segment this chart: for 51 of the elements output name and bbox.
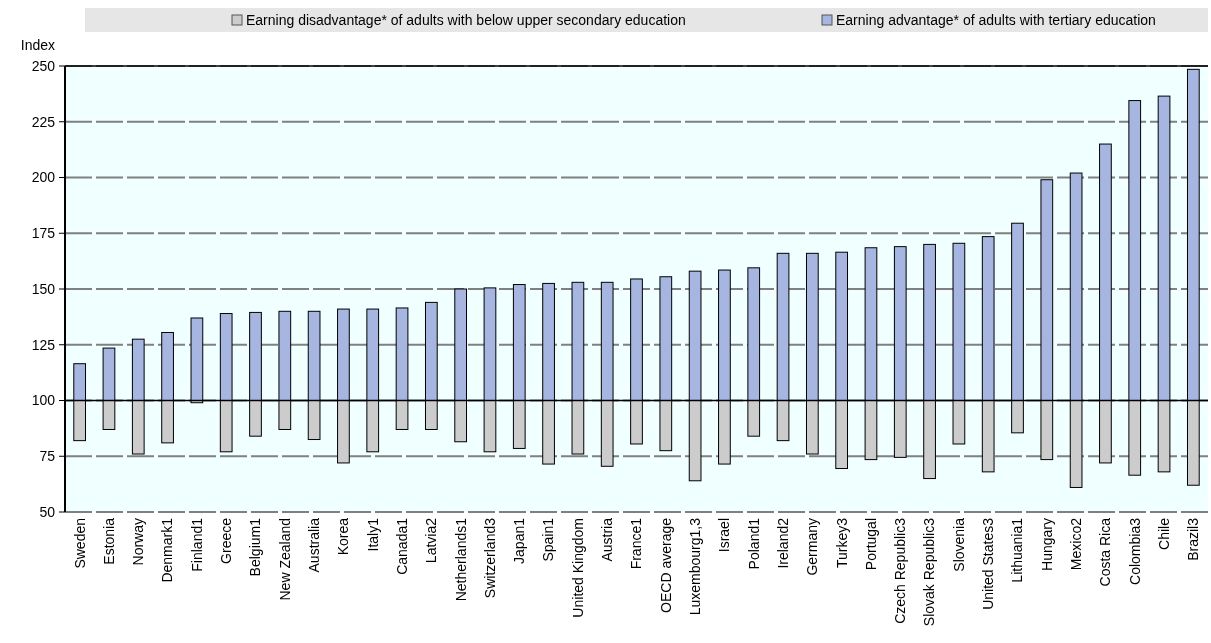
x-tick-label: Canada1 xyxy=(393,517,410,575)
x-tick-label: Turkey3 xyxy=(833,517,850,569)
y-tick-label: 50 xyxy=(39,503,56,520)
y-axis-title: Index xyxy=(20,37,55,53)
x-tick-label: Netherlands1 xyxy=(452,517,469,602)
x-tick-label: Lithuania1 xyxy=(1009,517,1026,583)
y-tick-label: 200 xyxy=(31,169,56,186)
x-tick-label: United States3 xyxy=(980,517,997,610)
x-tick-label: Estonia xyxy=(100,517,117,565)
x-tick-label: Latvia2 xyxy=(423,517,440,564)
x-tick-label: New Zealand xyxy=(276,518,293,601)
x-tick-label: Colombia3 xyxy=(1126,517,1143,585)
x-tick-label: Finland1 xyxy=(188,517,205,572)
x-tick-label: Ireland2 xyxy=(774,517,791,569)
x-tick-label: OECD average xyxy=(657,517,674,613)
x-tick-label: Hungary xyxy=(1038,518,1055,571)
x-tick-label: Australia xyxy=(306,517,323,573)
x-tick-label: Luxembourg1,3 xyxy=(687,517,704,616)
x-tick-label: Japan1 xyxy=(511,517,528,564)
x-tick-label: Mexico2 xyxy=(1068,517,1085,571)
x-tick-label: Costa Rica xyxy=(1097,517,1114,587)
x-tick-label: Italy1 xyxy=(364,517,381,552)
x-tick-label: Germany xyxy=(804,518,821,576)
x-tick-label: Poland1 xyxy=(745,517,762,570)
x-tick-label: Slovenia xyxy=(950,517,967,572)
y-tick-label: 150 xyxy=(31,280,56,297)
x-tick-label: Czech Republic3 xyxy=(892,517,909,624)
x-tick-label: Belgium1 xyxy=(247,517,264,577)
y-tick-label: 250 xyxy=(31,57,56,74)
x-tick-label: Slovak Republic3 xyxy=(921,517,938,627)
x-tick-label: Israel xyxy=(716,518,733,553)
y-tick-label: 125 xyxy=(31,336,56,353)
y-tick-label: 175 xyxy=(31,225,56,242)
x-tick-label: Spain1 xyxy=(540,517,557,562)
legend-label: Earning advantage* of adults with tertiary education xyxy=(836,11,1156,28)
legend-label: Earning disadvantage* of adults with below upper secondary education xyxy=(246,11,686,28)
x-tick-label: Norway xyxy=(130,518,147,566)
x-tick-label: Brazil3 xyxy=(1185,517,1202,561)
x-tick-label: Korea xyxy=(335,517,352,556)
x-tick-label: Portugal xyxy=(862,518,879,571)
y-tick-label: 75 xyxy=(39,448,56,465)
x-tick-label: Sweden xyxy=(71,518,88,569)
x-tick-label: United Kingdom xyxy=(569,518,586,618)
x-tick-label: France1 xyxy=(628,517,645,570)
y-tick-label: 100 xyxy=(31,392,56,409)
x-tick-label: Chile xyxy=(1155,517,1172,550)
x-tick-label: Denmark1 xyxy=(159,517,176,583)
x-tick-label: Switzerland3 xyxy=(481,517,498,599)
x-tick-label: Austria xyxy=(599,517,616,562)
x-tick-label: Greece xyxy=(218,517,235,564)
y-tick-label: 225 xyxy=(31,113,56,130)
